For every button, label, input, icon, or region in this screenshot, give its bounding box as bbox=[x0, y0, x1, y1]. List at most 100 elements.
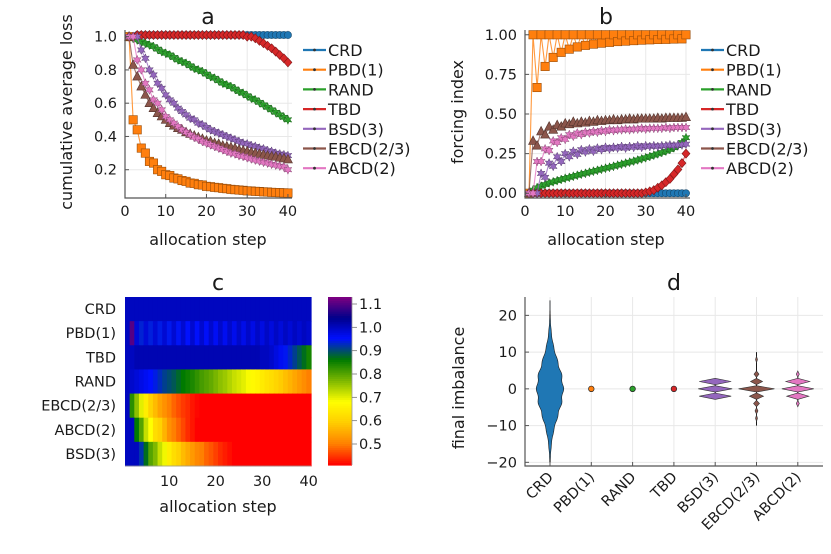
heatmap-cell bbox=[231, 417, 238, 443]
heatmap-cell bbox=[213, 345, 219, 370]
panel-a-axes: 0 10 20 30 40 0.2 0.4 0.6 0.8 1.0 bbox=[94, 30, 297, 220]
legend-label: TBD bbox=[725, 100, 759, 119]
heatmap-cell bbox=[129, 369, 135, 394]
heatmap-row bbox=[125, 417, 312, 443]
heatmap-cell bbox=[241, 369, 247, 394]
heatmap-cell bbox=[180, 441, 187, 467]
panel-d-title: d bbox=[667, 271, 681, 296]
panel-d-violins bbox=[535, 300, 814, 463]
heatmap-cell bbox=[283, 441, 289, 467]
heatmap-cell bbox=[204, 321, 210, 346]
axis-spine bbox=[524, 30, 690, 199]
data-point bbox=[132, 125, 142, 135]
data-point bbox=[283, 164, 293, 175]
heatmap-cell bbox=[292, 417, 298, 443]
violin-lobe bbox=[753, 370, 760, 378]
heatmap-cell bbox=[259, 297, 266, 322]
heatmap-cell bbox=[297, 321, 303, 346]
colorbar-segment bbox=[328, 364, 352, 367]
heatmap-cell bbox=[213, 393, 219, 419]
data-point bbox=[548, 161, 558, 172]
heatmap-cell bbox=[231, 345, 238, 370]
data-point bbox=[592, 30, 602, 40]
heatmap-cell bbox=[162, 345, 168, 370]
heatmap-cell bbox=[125, 417, 131, 443]
heatmap-cell bbox=[138, 369, 145, 394]
colorbar-segment bbox=[328, 353, 352, 357]
ytick-label: −20 bbox=[486, 455, 517, 471]
legend-label: ABCD(2) bbox=[726, 159, 794, 178]
colorbar-segment bbox=[328, 389, 352, 393]
heatmap-cell bbox=[125, 297, 131, 322]
heatmap-cell bbox=[245, 297, 252, 322]
heatmap-cell bbox=[157, 321, 163, 346]
violin-bsd-3- bbox=[698, 377, 733, 400]
heatmap-cell bbox=[134, 345, 140, 370]
data-point bbox=[267, 104, 277, 115]
xtick-label: 0 bbox=[120, 204, 129, 220]
colorbar-segment bbox=[328, 383, 352, 386]
violin-lobe bbox=[753, 399, 760, 408]
heatmap-cell bbox=[138, 297, 145, 322]
violin-lobe bbox=[781, 385, 814, 393]
heatmap-cell bbox=[208, 393, 214, 419]
xtick-label: 0 bbox=[520, 204, 529, 220]
legend-label: BSD(3) bbox=[726, 120, 782, 139]
ytick-label: −10 bbox=[486, 419, 517, 435]
panel-c-title: c bbox=[212, 271, 224, 296]
heatmap-cell bbox=[134, 441, 140, 467]
heatmap-cell bbox=[171, 441, 177, 467]
heatmap-cell bbox=[269, 345, 275, 370]
xtick-label: 30 bbox=[637, 204, 655, 220]
data-point bbox=[132, 54, 142, 66]
legend-label: BSD(3) bbox=[328, 120, 384, 139]
heatmap-cell bbox=[138, 393, 145, 419]
heatmap-cell bbox=[190, 441, 196, 467]
heatmap-cell bbox=[218, 297, 224, 322]
heatmap-cell bbox=[255, 297, 261, 322]
heatmap-cell bbox=[138, 441, 145, 467]
ytick-label: EBCD(2/3) bbox=[41, 399, 116, 415]
colorbar-segment bbox=[328, 301, 352, 304]
colorbar-segment bbox=[328, 311, 352, 315]
heatmap-cell bbox=[199, 417, 205, 443]
colorbar-segment bbox=[328, 347, 352, 351]
heatmap-cell bbox=[208, 417, 214, 443]
heatmap-cell bbox=[143, 393, 149, 419]
heatmap-cell bbox=[231, 321, 238, 346]
heatmap-cell bbox=[213, 417, 219, 443]
colorbar-segment bbox=[328, 462, 352, 466]
data-point bbox=[680, 111, 691, 121]
colorbar-segment bbox=[328, 393, 352, 397]
ytick-label: 0.50 bbox=[485, 107, 517, 123]
heatmap-cell bbox=[143, 369, 149, 394]
heatmap-cell bbox=[231, 297, 238, 322]
heatmap-cell bbox=[241, 297, 247, 322]
heatmap-cell bbox=[250, 417, 256, 443]
heatmap-row bbox=[125, 369, 312, 394]
data-point bbox=[144, 84, 154, 96]
heatmap-cell bbox=[185, 441, 191, 467]
colorbar-segment bbox=[328, 330, 352, 334]
violin-lobe bbox=[785, 392, 810, 400]
ytick-label: 0.2 bbox=[94, 163, 117, 179]
heatmap-cell bbox=[306, 321, 312, 346]
heatmap-cell bbox=[259, 345, 266, 370]
data-point bbox=[169, 117, 179, 129]
heatmap-cell bbox=[157, 297, 163, 322]
data-point bbox=[238, 88, 248, 99]
data-point bbox=[271, 107, 281, 118]
data-point bbox=[677, 158, 687, 169]
heatmap-cell bbox=[222, 369, 228, 394]
heatmap-cell bbox=[143, 441, 149, 467]
heatmap-cell bbox=[185, 393, 191, 419]
heatmap-cell bbox=[152, 321, 159, 346]
data-point bbox=[173, 121, 183, 132]
heatmap-cell bbox=[269, 297, 275, 322]
data-point bbox=[275, 109, 285, 120]
legend-marker bbox=[313, 88, 316, 91]
colorbar-segment bbox=[328, 437, 352, 441]
heatmap-cell bbox=[213, 441, 219, 467]
heatmap-cell bbox=[287, 417, 293, 443]
